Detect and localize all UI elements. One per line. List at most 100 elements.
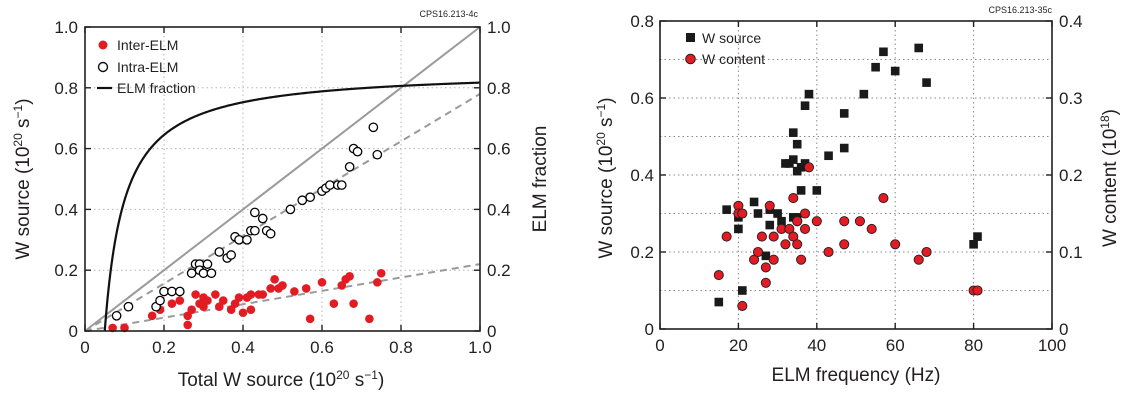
w-source-point bbox=[777, 216, 786, 226]
w-source-point bbox=[734, 224, 743, 234]
intra-elm-point bbox=[186, 268, 197, 279]
y-tick-label: 0 bbox=[69, 322, 78, 341]
intra-elm-point bbox=[214, 247, 225, 257]
intra-elm-point bbox=[206, 268, 217, 279]
w-source-point bbox=[738, 286, 747, 295]
inter-elm-point bbox=[199, 302, 208, 311]
intra-elm-point bbox=[285, 204, 296, 215]
y-tick-label: 0.4 bbox=[630, 166, 654, 185]
intra-elm-point bbox=[167, 286, 177, 297]
left-legend: Inter-ELM Intra-ELM ELM fraction bbox=[97, 37, 196, 96]
y2-tick-label: 0.1 bbox=[1059, 243, 1083, 262]
left-plot-frame bbox=[84, 26, 481, 332]
w-source-point bbox=[792, 139, 802, 149]
w-content-point bbox=[799, 223, 811, 234]
intra-elm-point bbox=[198, 268, 209, 279]
w-content-point bbox=[811, 216, 822, 227]
intra-elm-point bbox=[123, 301, 134, 312]
w-content-point bbox=[839, 216, 850, 227]
x-tick-label: 1.0 bbox=[468, 338, 492, 357]
intra-elm-point bbox=[352, 146, 363, 157]
w-content-point bbox=[878, 193, 889, 204]
reference-line bbox=[84, 263, 481, 332]
intra-elm-point bbox=[159, 286, 169, 297]
reference-line bbox=[84, 93, 481, 332]
intra-elm-point bbox=[297, 195, 308, 206]
intra-elm-point bbox=[242, 234, 252, 245]
w-content-point bbox=[796, 254, 807, 265]
w-source-point bbox=[761, 251, 771, 261]
inter-elm-point bbox=[183, 311, 192, 321]
w-content-point bbox=[756, 231, 767, 242]
w-content-point bbox=[788, 193, 799, 204]
right-gridlines bbox=[660, 21, 1052, 329]
w-source-point bbox=[914, 43, 924, 53]
inter-elm-point bbox=[211, 290, 220, 299]
right-y-axis-title: W source (1020 s−1) bbox=[594, 97, 617, 258]
w-source-point bbox=[922, 78, 931, 87]
inter-elm-point bbox=[147, 311, 157, 321]
w-content-point bbox=[972, 285, 983, 296]
intra-elm-point bbox=[368, 122, 379, 133]
w-source-point bbox=[871, 62, 880, 72]
inter-elm-point bbox=[376, 268, 386, 278]
left-elm-fraction-curve bbox=[103, 81, 481, 332]
y2-tick-label: 0.3 bbox=[1059, 89, 1083, 108]
y-tick-label: 0.6 bbox=[630, 89, 654, 108]
w-content-point bbox=[737, 300, 748, 311]
inter-elm-point bbox=[317, 278, 327, 287]
left-inter-elm-points bbox=[108, 268, 386, 333]
x-tick-label: 80 bbox=[964, 336, 983, 355]
x-tick-label: 0 bbox=[655, 336, 664, 355]
w-source-point bbox=[714, 297, 724, 307]
inter-elm-point bbox=[218, 296, 228, 305]
x-tick-label: 0 bbox=[80, 338, 89, 357]
w-content-point bbox=[823, 246, 834, 258]
inter-elm-point bbox=[246, 290, 256, 299]
y2-tick-label: 0.4 bbox=[1059, 12, 1083, 31]
left-tick-labels: 0 0.2 0.4 0.6 0.8 1.000.20.40.60.81.000.20.40… bbox=[54, 18, 510, 357]
intra-elm-point bbox=[265, 228, 276, 239]
inter-elm-point bbox=[238, 308, 248, 318]
y2-tick-label: 0.2 bbox=[487, 261, 511, 280]
legend-w-content-marker bbox=[685, 53, 696, 65]
x-tick-label: 100 bbox=[1038, 336, 1066, 355]
left-y-axis-title: W source (1020 s−1) bbox=[11, 98, 34, 259]
w-source-point bbox=[796, 186, 806, 195]
intra-elm-point bbox=[202, 259, 213, 269]
intra-elm-point bbox=[336, 180, 347, 190]
w-source-point bbox=[839, 143, 849, 153]
w-source-point bbox=[749, 197, 759, 207]
elm-fraction-line bbox=[103, 81, 481, 332]
w-content-point bbox=[760, 277, 771, 288]
inter-elm-point bbox=[305, 314, 315, 324]
inter-elm-point bbox=[349, 299, 358, 308]
legend-inter-elm-label: Inter-ELM bbox=[117, 37, 178, 53]
w-content-point bbox=[721, 231, 732, 242]
inter-elm-point bbox=[120, 323, 129, 333]
w-source-point bbox=[812, 186, 822, 195]
intra-elm-point bbox=[257, 213, 268, 224]
left-axes-box bbox=[84, 26, 481, 332]
w-source-point bbox=[973, 232, 982, 241]
w-source-point bbox=[839, 109, 849, 118]
w-content-point bbox=[854, 216, 865, 227]
legend-intra-elm-label: Intra-ELM bbox=[117, 59, 178, 75]
y2-tick-label: 0.8 bbox=[487, 79, 511, 98]
w-source-point bbox=[859, 89, 869, 99]
intra-elm-point bbox=[250, 225, 260, 236]
y-tick-label: 0.2 bbox=[54, 261, 78, 280]
inter-elm-point bbox=[226, 305, 236, 315]
y2-tick-label: 0.6 bbox=[487, 140, 511, 159]
x-tick-label: 0.2 bbox=[152, 338, 176, 357]
w-content-point bbox=[921, 246, 932, 258]
legend-w-content-label: W content bbox=[702, 51, 765, 67]
inter-elm-point bbox=[258, 290, 268, 299]
intra-elm-point bbox=[174, 286, 185, 297]
right-w-content-points bbox=[713, 162, 983, 311]
right-legend: W source W content bbox=[685, 30, 765, 67]
y-tick-label: 0.4 bbox=[54, 200, 78, 219]
w-content-point bbox=[913, 254, 924, 265]
